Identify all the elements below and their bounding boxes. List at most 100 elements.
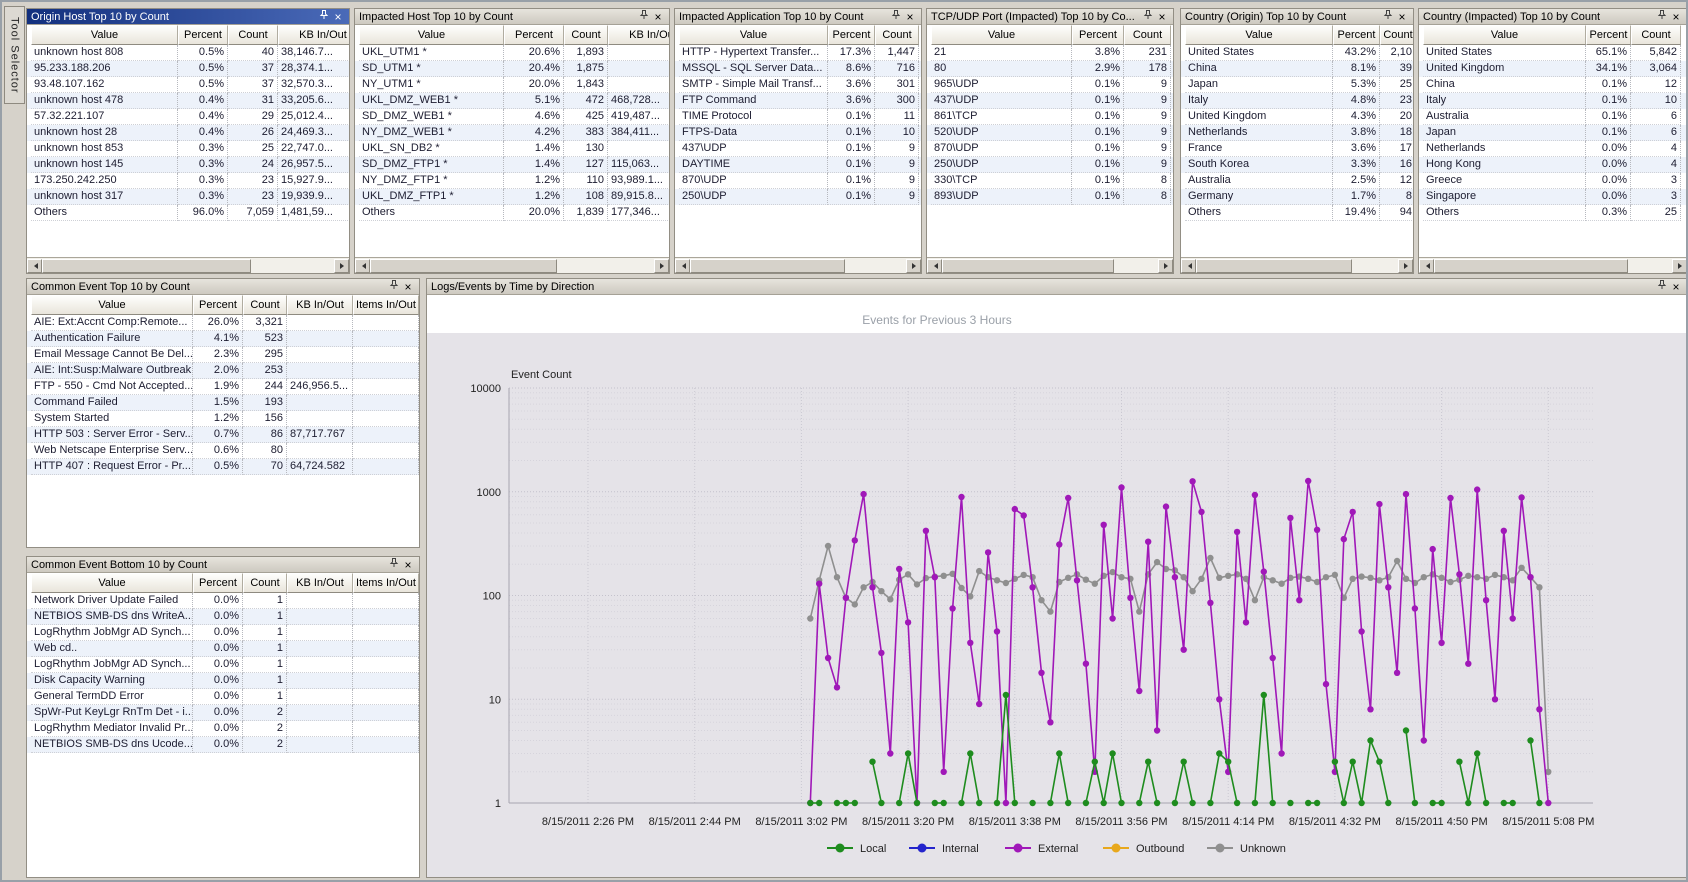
table-row[interactable]: Others20.0%1,839177,346... [355,205,669,221]
table-row[interactable]: System Started1.2%156 [27,411,419,427]
horizontal-scrollbar[interactable] [1181,257,1413,273]
column-header-value[interactable]: Value [1185,25,1333,45]
table-row[interactable]: Australia2.5%12 [1181,173,1413,189]
pin-icon[interactable] [1655,9,1669,24]
pin-icon[interactable] [637,9,651,24]
column-header-percent[interactable]: Percent [1586,25,1631,45]
table-row[interactable]: FTP - 550 - Cmd Not Accepted...1.9%24424… [27,379,419,395]
close-icon[interactable]: × [1669,280,1683,294]
table-row[interactable]: 57.32.221.1070.4%2925,012.4... [27,109,349,125]
table-row[interactable]: Germany1.7%8 [1181,189,1413,205]
panel-titlebar[interactable]: Common Event Top 10 by Count× [27,279,419,295]
table-row[interactable]: Italy0.1%10 [1419,93,1687,109]
table-row[interactable]: unknown host 1450.3%2426,957.5... [27,157,349,173]
table-row[interactable]: SMTP - Simple Mail Transf...3.6%301 [675,77,921,93]
table-row[interactable]: NETBIOS SMB-DS dns WriteA...0.0%1 [27,609,419,625]
table-row[interactable]: 250\UDP0.1%9 [675,189,921,205]
close-icon[interactable]: × [401,280,415,294]
scrollbar-thumb[interactable] [942,259,1114,273]
scroll-left-button[interactable] [355,259,370,273]
close-icon[interactable]: × [903,10,917,24]
table-row[interactable]: 861\TCP0.1%9 [927,109,1173,125]
panel-titlebar[interactable]: Country (Origin) Top 10 by Count× [1181,9,1413,25]
scroll-left-button[interactable] [675,259,690,273]
pin-icon[interactable] [387,279,401,294]
table-row[interactable]: Netherlands3.8%18 [1181,125,1413,141]
column-header-count[interactable]: Count [564,25,608,45]
table-row[interactable]: Web Netscape Enterprise Serv...0.6%80 [27,443,419,459]
column-header-percent[interactable]: Percent [178,25,228,45]
table-row[interactable]: NETBIOS SMB-DS dns Ucode...0.0%2 [27,737,419,753]
pin-icon[interactable] [1655,279,1669,294]
table-row[interactable]: AIE: Ext:Accnt Comp:Remote...26.0%3,321 [27,315,419,331]
table-row[interactable]: UKL_SN_DB2 *1.4%130 [355,141,669,157]
table-row[interactable]: UKL_DMZ_WEB1 *5.1%472468,728... [355,93,669,109]
column-header-count[interactable]: Count [243,573,287,593]
table-row[interactable]: United Kingdom4.3%20 [1181,109,1413,125]
scrollbar-thumb[interactable] [1434,259,1628,273]
table-row[interactable]: 93.48.107.1620.5%3732,570.3... [27,77,349,93]
table-row[interactable]: Others96.0%7,0591,481,59... [27,205,349,221]
column-header-count[interactable]: Count [1380,25,1413,45]
column-header-count[interactable]: Count [228,25,278,45]
panel-titlebar[interactable]: Impacted Application Top 10 by Count× [675,9,921,25]
table-row[interactable]: 802.9%178 [927,61,1173,77]
table-row[interactable]: unknown host 280.4%2624,469.3... [27,125,349,141]
table-row[interactable]: Network Driver Update Failed0.0%1 [27,593,419,609]
close-icon[interactable]: × [1395,10,1409,24]
scrollbar-thumb[interactable] [1196,259,1352,273]
column-header-count[interactable]: Count [1631,25,1681,45]
panel-titlebar[interactable]: TCP/UDP Port (Impacted) Top 10 by Co...× [927,9,1173,25]
table-row[interactable]: FTP Command3.6%300 [675,93,921,109]
column-header-kb-in-out[interactable]: KB In/Out [608,25,669,45]
scroll-right-button[interactable] [334,259,349,273]
table-row[interactable]: Hong Kong0.0%4 [1419,157,1687,173]
table-row[interactable]: unknown host 8080.5%4038,146.7... [27,45,349,61]
column-header-value[interactable]: Value [359,25,504,45]
table-row[interactable]: 330\TCP0.1%8 [927,173,1173,189]
table-row[interactable]: 965\UDP0.1%9 [927,77,1173,93]
table-row[interactable]: Disk Capacity Warning0.0%1 [27,673,419,689]
horizontal-scrollbar[interactable] [355,257,669,273]
panel-titlebar[interactable]: Logs/Events by Time by Direction× [427,279,1687,295]
table-row[interactable]: LogRhythm Mediator Invalid Pr...0.0%2 [27,721,419,737]
scroll-right-button[interactable] [1158,259,1173,273]
column-header-value[interactable]: Value [31,573,193,593]
pin-icon[interactable] [1381,9,1395,24]
close-icon[interactable]: × [651,10,665,24]
scroll-right-button[interactable] [654,259,669,273]
table-row[interactable]: 870\UDP0.1%9 [927,141,1173,157]
scrollbar-thumb[interactable] [370,259,557,273]
table-row[interactable]: Italy4.8%23 [1181,93,1413,109]
column-header-kb-in-out[interactable]: KB In/Out [278,25,349,45]
table-row[interactable]: China8.1%39 [1181,61,1413,77]
table-row[interactable]: HTTP - Hypertext Transfer...17.3%1,447 [675,45,921,61]
column-header-count[interactable]: Count [243,295,287,315]
table-row[interactable]: unknown host 8530.3%2522,747.0... [27,141,349,157]
scroll-left-button[interactable] [1419,259,1434,273]
column-header-value[interactable]: Value [1423,25,1586,45]
table-row[interactable]: FTPS-Data0.1%10 [675,125,921,141]
table-row[interactable]: 437\UDP0.1%9 [927,93,1173,109]
table-row[interactable]: 893\UDP0.1%8 [927,189,1173,205]
column-header-value[interactable]: Value [931,25,1072,45]
scroll-right-button[interactable] [906,259,921,273]
legend-item-internal[interactable]: Internal [909,843,979,855]
table-row[interactable]: AIE: Int:Susp:Malware Outbreak2.0%253 [27,363,419,379]
legend-item-local[interactable]: Local [827,843,886,855]
scrollbar-thumb[interactable] [690,259,845,273]
column-header-count[interactable]: Count [875,25,919,45]
table-row[interactable]: SD_UTM1 *20.4%1,875 [355,61,669,77]
close-icon[interactable]: × [401,558,415,572]
table-row[interactable]: Web cd..0.0%1 [27,641,419,657]
horizontal-scrollbar[interactable] [1419,257,1687,273]
table-row[interactable]: 520\UDP0.1%9 [927,125,1173,141]
table-row[interactable]: TIME Protocol0.1%11 [675,109,921,125]
table-row[interactable]: United States43.2%2,10 [1181,45,1413,61]
legend-item-external[interactable]: External [1005,843,1078,855]
horizontal-scrollbar[interactable] [927,257,1173,273]
tool-selector-tab[interactable]: Tool Selector [4,6,25,104]
table-row[interactable]: 870\UDP0.1%9 [675,173,921,189]
table-row[interactable]: Others19.4%94 [1181,205,1413,221]
table-row[interactable]: South Korea3.3%16 [1181,157,1413,173]
